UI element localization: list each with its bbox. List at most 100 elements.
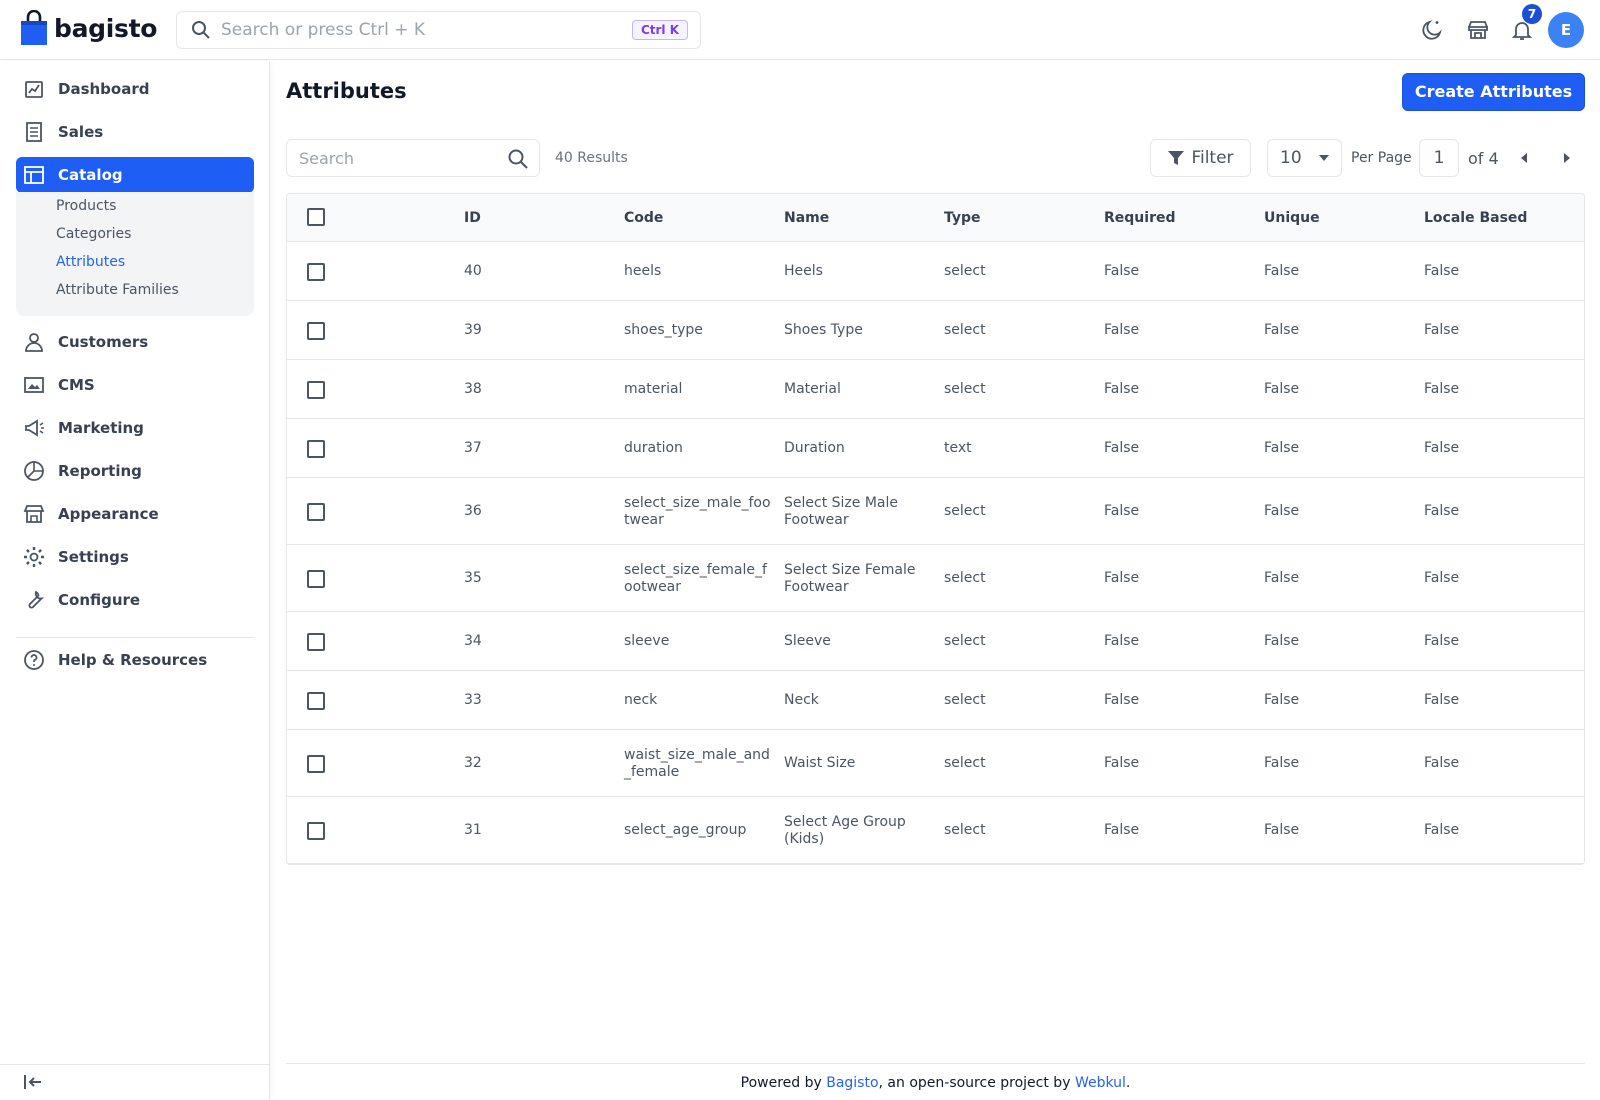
row-checkbox[interactable] [307,691,325,710]
global-search[interactable]: Search or press Ctrl + K Ctrl K [176,11,701,49]
subnav-attribute-families[interactable]: Attribute Families [56,282,179,298]
cell-id-text: 36 [464,503,482,519]
row-checkbox[interactable] [307,754,325,773]
bell-icon[interactable] [1510,18,1534,42]
row-checkbox[interactable] [307,439,325,458]
grid-search-field[interactable] [286,139,540,177]
sidebar-item-sales[interactable]: Sales [16,114,254,150]
cell-code-text: duration [624,440,683,456]
cell-name-text: Select Size Male [784,494,898,511]
cell-type: select [944,322,986,339]
column-header-required[interactable]: Required [1104,210,1176,226]
cell-id: 40 [464,263,482,280]
cell-locale-based-text: False [1424,633,1460,649]
table-row[interactable]: 38 material Material select False False False [287,360,1584,419]
next-page-icon[interactable] [1564,153,1570,163]
column-header-unique[interactable]: Unique [1264,210,1320,226]
row-checkbox[interactable] [307,262,325,281]
cell-unique-text: False [1264,755,1300,771]
cell-name: Duration [784,440,845,457]
page-title: Attributes [286,79,407,103]
row-checkbox[interactable] [307,502,325,521]
table-row[interactable]: 34 sleeve Sleeve select False False False [287,612,1584,671]
row-checkbox[interactable] [307,821,325,840]
column-header-type[interactable]: Type [944,210,981,226]
cell-locale-based: False [1424,570,1459,587]
column-header-locale-based[interactable]: Locale Based [1424,210,1528,226]
column-header-id[interactable]: ID [464,210,481,226]
cell-code: neck [624,692,657,709]
cell-id-text: 40 [464,263,482,279]
sidebar-item-reporting[interactable]: Reporting [16,453,254,489]
row-checkbox[interactable] [307,632,325,651]
table-header: ID Code Name Type Required Unique Locale… [287,194,1584,242]
select-all-checkbox[interactable] [307,208,325,226]
table-row[interactable]: 35 select_size_female_f ootwear Select Size… [287,545,1584,612]
user-avatar[interactable]: E [1548,12,1584,48]
subnav-attributes[interactable]: Attributes [56,254,126,270]
cell-id-text: 31 [464,822,482,838]
cell-unique-text: False [1264,503,1300,519]
sidebar-item-cms[interactable]: CMS [16,367,254,403]
filter-button[interactable]: Filter [1150,139,1251,177]
sidebar-item-help[interactable]: Help & Resources [16,642,254,678]
cell-code-text: heels [624,263,662,279]
sidebar-item-dashboard[interactable]: Dashboard [16,71,254,107]
sidebar-item-label: Marketing [58,419,144,437]
table-row[interactable]: 36 select_size_male_foo twear Select Size M… [287,478,1584,545]
sidebar-item-configure[interactable]: Configure [16,582,254,618]
prev-page-icon[interactable] [1521,153,1527,163]
cell-unique-text: False [1264,633,1300,649]
row-checkbox[interactable] [307,380,325,399]
sidebar-item-appearance[interactable]: Appearance [16,496,254,532]
global-search-placeholder: Search or press Ctrl + K [221,20,426,40]
per-page-select[interactable]: 10 [1267,139,1342,177]
grid-search-input[interactable] [299,140,499,176]
storefront-icon[interactable] [1466,18,1490,42]
dark-mode-icon[interactable] [1420,18,1444,42]
cell-id: 34 [464,633,482,650]
cell-type-text: select [944,692,986,708]
table-row[interactable]: 37 duration Duration text False False False [287,419,1584,478]
dashboard-icon [25,81,43,98]
create-attributes-button[interactable]: Create Attributes [1402,73,1585,111]
subnav-products[interactable]: Products [56,198,117,214]
sidebar-item-settings[interactable]: Settings [16,539,254,575]
collapse-sidebar-icon[interactable] [22,1071,44,1093]
table-row[interactable]: 32 waist_size_male_and _female Waist Size se… [287,730,1584,797]
cell-required-text: False [1104,692,1140,708]
column-header-name[interactable]: Name [784,210,830,226]
sidebar-item-customers[interactable]: Customers [16,324,254,360]
page-number-input[interactable]: 1 [1419,139,1459,177]
column-header-code[interactable]: Code [624,210,664,226]
webkul-link[interactable]: Webkul [1074,1075,1126,1091]
per-page-label: Per Page [1351,150,1412,166]
table-row[interactable]: 31 select_age_group Select Age Group (Kids)… [287,797,1584,864]
cell-id: 31 [464,822,482,839]
subnav-categories[interactable]: Categories [56,226,132,242]
row-checkbox[interactable] [307,569,325,588]
cell-code: sleeve [624,633,669,650]
sidebar-item-label: Reporting [58,462,142,480]
cell-locale-based-text: False [1424,503,1460,519]
bagisto-link[interactable]: Bagisto [826,1075,879,1091]
cell-unique-text: False [1264,440,1300,456]
sidebar-item-label: Help & Resources [58,651,208,669]
cell-name-text: Material [784,381,841,397]
table-row[interactable]: 39 shoes_type Shoes Type select False False Fa… [287,301,1584,360]
sidebar-item-marketing[interactable]: Marketing [16,410,254,446]
brand-logo[interactable]: bagisto [20,10,157,46]
row-checkbox[interactable] [307,321,325,340]
cell-name-text: Waist Size [784,755,856,771]
sidebar-item-catalog[interactable]: Catalog [16,157,254,193]
search-icon[interactable] [507,148,529,170]
settings-icon [24,547,44,567]
table-row[interactable]: 40 heels Heels select False False False [287,242,1584,301]
cell-required: False [1104,381,1139,398]
cell-locale-based-text: False [1424,440,1460,456]
table-row[interactable]: 33 neck Neck select False False False [287,671,1584,730]
cell-code-text: ootwear [624,578,682,595]
cell-unique: False [1264,322,1299,339]
wrench-icon [28,590,45,609]
shopping-bag-logo-icon [21,10,47,45]
